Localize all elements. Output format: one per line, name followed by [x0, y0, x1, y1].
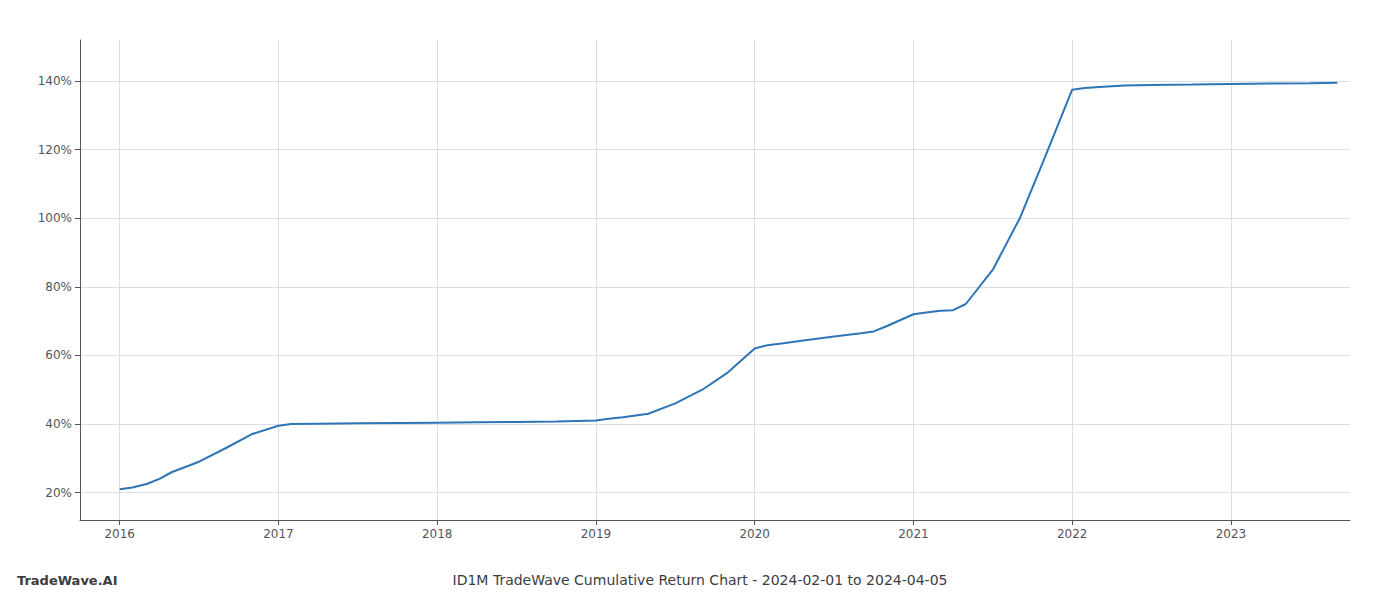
svg-text:2021: 2021 — [898, 527, 929, 541]
svg-text:2019: 2019 — [581, 527, 612, 541]
svg-text:2022: 2022 — [1057, 527, 1088, 541]
svg-text:2017: 2017 — [263, 527, 294, 541]
svg-text:100%: 100% — [38, 211, 72, 225]
svg-text:20%: 20% — [45, 486, 72, 500]
svg-text:120%: 120% — [38, 143, 72, 157]
svg-text:2020: 2020 — [739, 527, 770, 541]
svg-text:2018: 2018 — [422, 527, 453, 541]
svg-text:60%: 60% — [45, 348, 72, 362]
svg-text:140%: 140% — [38, 74, 72, 88]
svg-text:ID1M TradeWave Cumulative Retu: ID1M TradeWave Cumulative Return Chart -… — [453, 572, 948, 588]
svg-text:2023: 2023 — [1216, 527, 1247, 541]
svg-text:80%: 80% — [45, 280, 72, 294]
svg-text:2016: 2016 — [104, 527, 135, 541]
svg-text:TradeWave.AI: TradeWave.AI — [17, 573, 118, 588]
svg-text:40%: 40% — [45, 417, 72, 431]
